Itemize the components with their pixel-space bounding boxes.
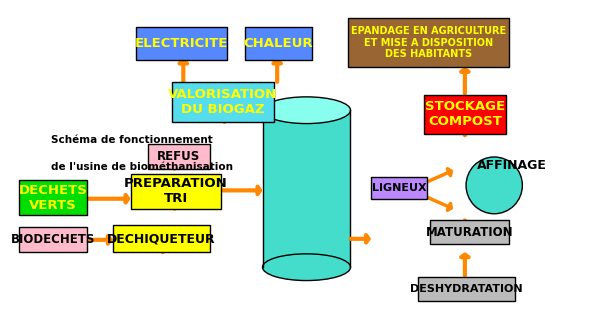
Text: CHALEUR: CHALEUR <box>244 37 313 50</box>
Text: PREPARATION
TRI: PREPARATION TRI <box>124 177 228 205</box>
FancyBboxPatch shape <box>418 277 515 301</box>
FancyBboxPatch shape <box>371 177 427 199</box>
FancyBboxPatch shape <box>245 27 313 60</box>
Text: ELECTRICITE: ELECTRICITE <box>135 37 229 50</box>
Text: Schéma de fonctionnement: Schéma de fonctionnement <box>51 135 213 145</box>
Text: VALORISATION
DU BIOGAZ: VALORISATION DU BIOGAZ <box>168 88 278 116</box>
FancyBboxPatch shape <box>131 174 222 209</box>
Text: AFFINAGE: AFFINAGE <box>477 159 547 172</box>
Bar <box>262 110 350 267</box>
Text: DECHIQUETEUR: DECHIQUETEUR <box>107 232 216 245</box>
Text: BIODECHETS: BIODECHETS <box>11 233 95 246</box>
FancyBboxPatch shape <box>348 18 509 67</box>
Text: EPANDAGE EN AGRICULTURE
ET MISE A DISPOSITION
DES HABITANTS: EPANDAGE EN AGRICULTURE ET MISE A DISPOS… <box>350 26 506 59</box>
Ellipse shape <box>262 97 350 124</box>
Text: de l'usine de biométhanisation: de l'usine de biométhanisation <box>51 162 233 172</box>
FancyBboxPatch shape <box>113 225 210 252</box>
FancyBboxPatch shape <box>171 82 274 122</box>
Text: MATURATION: MATURATION <box>426 226 513 238</box>
FancyBboxPatch shape <box>430 220 509 244</box>
FancyBboxPatch shape <box>137 27 228 60</box>
FancyBboxPatch shape <box>19 180 86 215</box>
Text: DECHETS
VERTS: DECHETS VERTS <box>18 184 87 212</box>
Ellipse shape <box>262 254 350 281</box>
Text: REFUS: REFUS <box>157 150 200 163</box>
Text: LIGNEUX: LIGNEUX <box>372 183 426 193</box>
Ellipse shape <box>466 157 522 214</box>
Text: DESHYDRATATION: DESHYDRATATION <box>410 284 522 294</box>
FancyBboxPatch shape <box>19 227 86 252</box>
FancyBboxPatch shape <box>148 144 210 169</box>
FancyBboxPatch shape <box>424 95 506 134</box>
Text: STOCKAGE
COMPOST: STOCKAGE COMPOST <box>425 101 505 128</box>
